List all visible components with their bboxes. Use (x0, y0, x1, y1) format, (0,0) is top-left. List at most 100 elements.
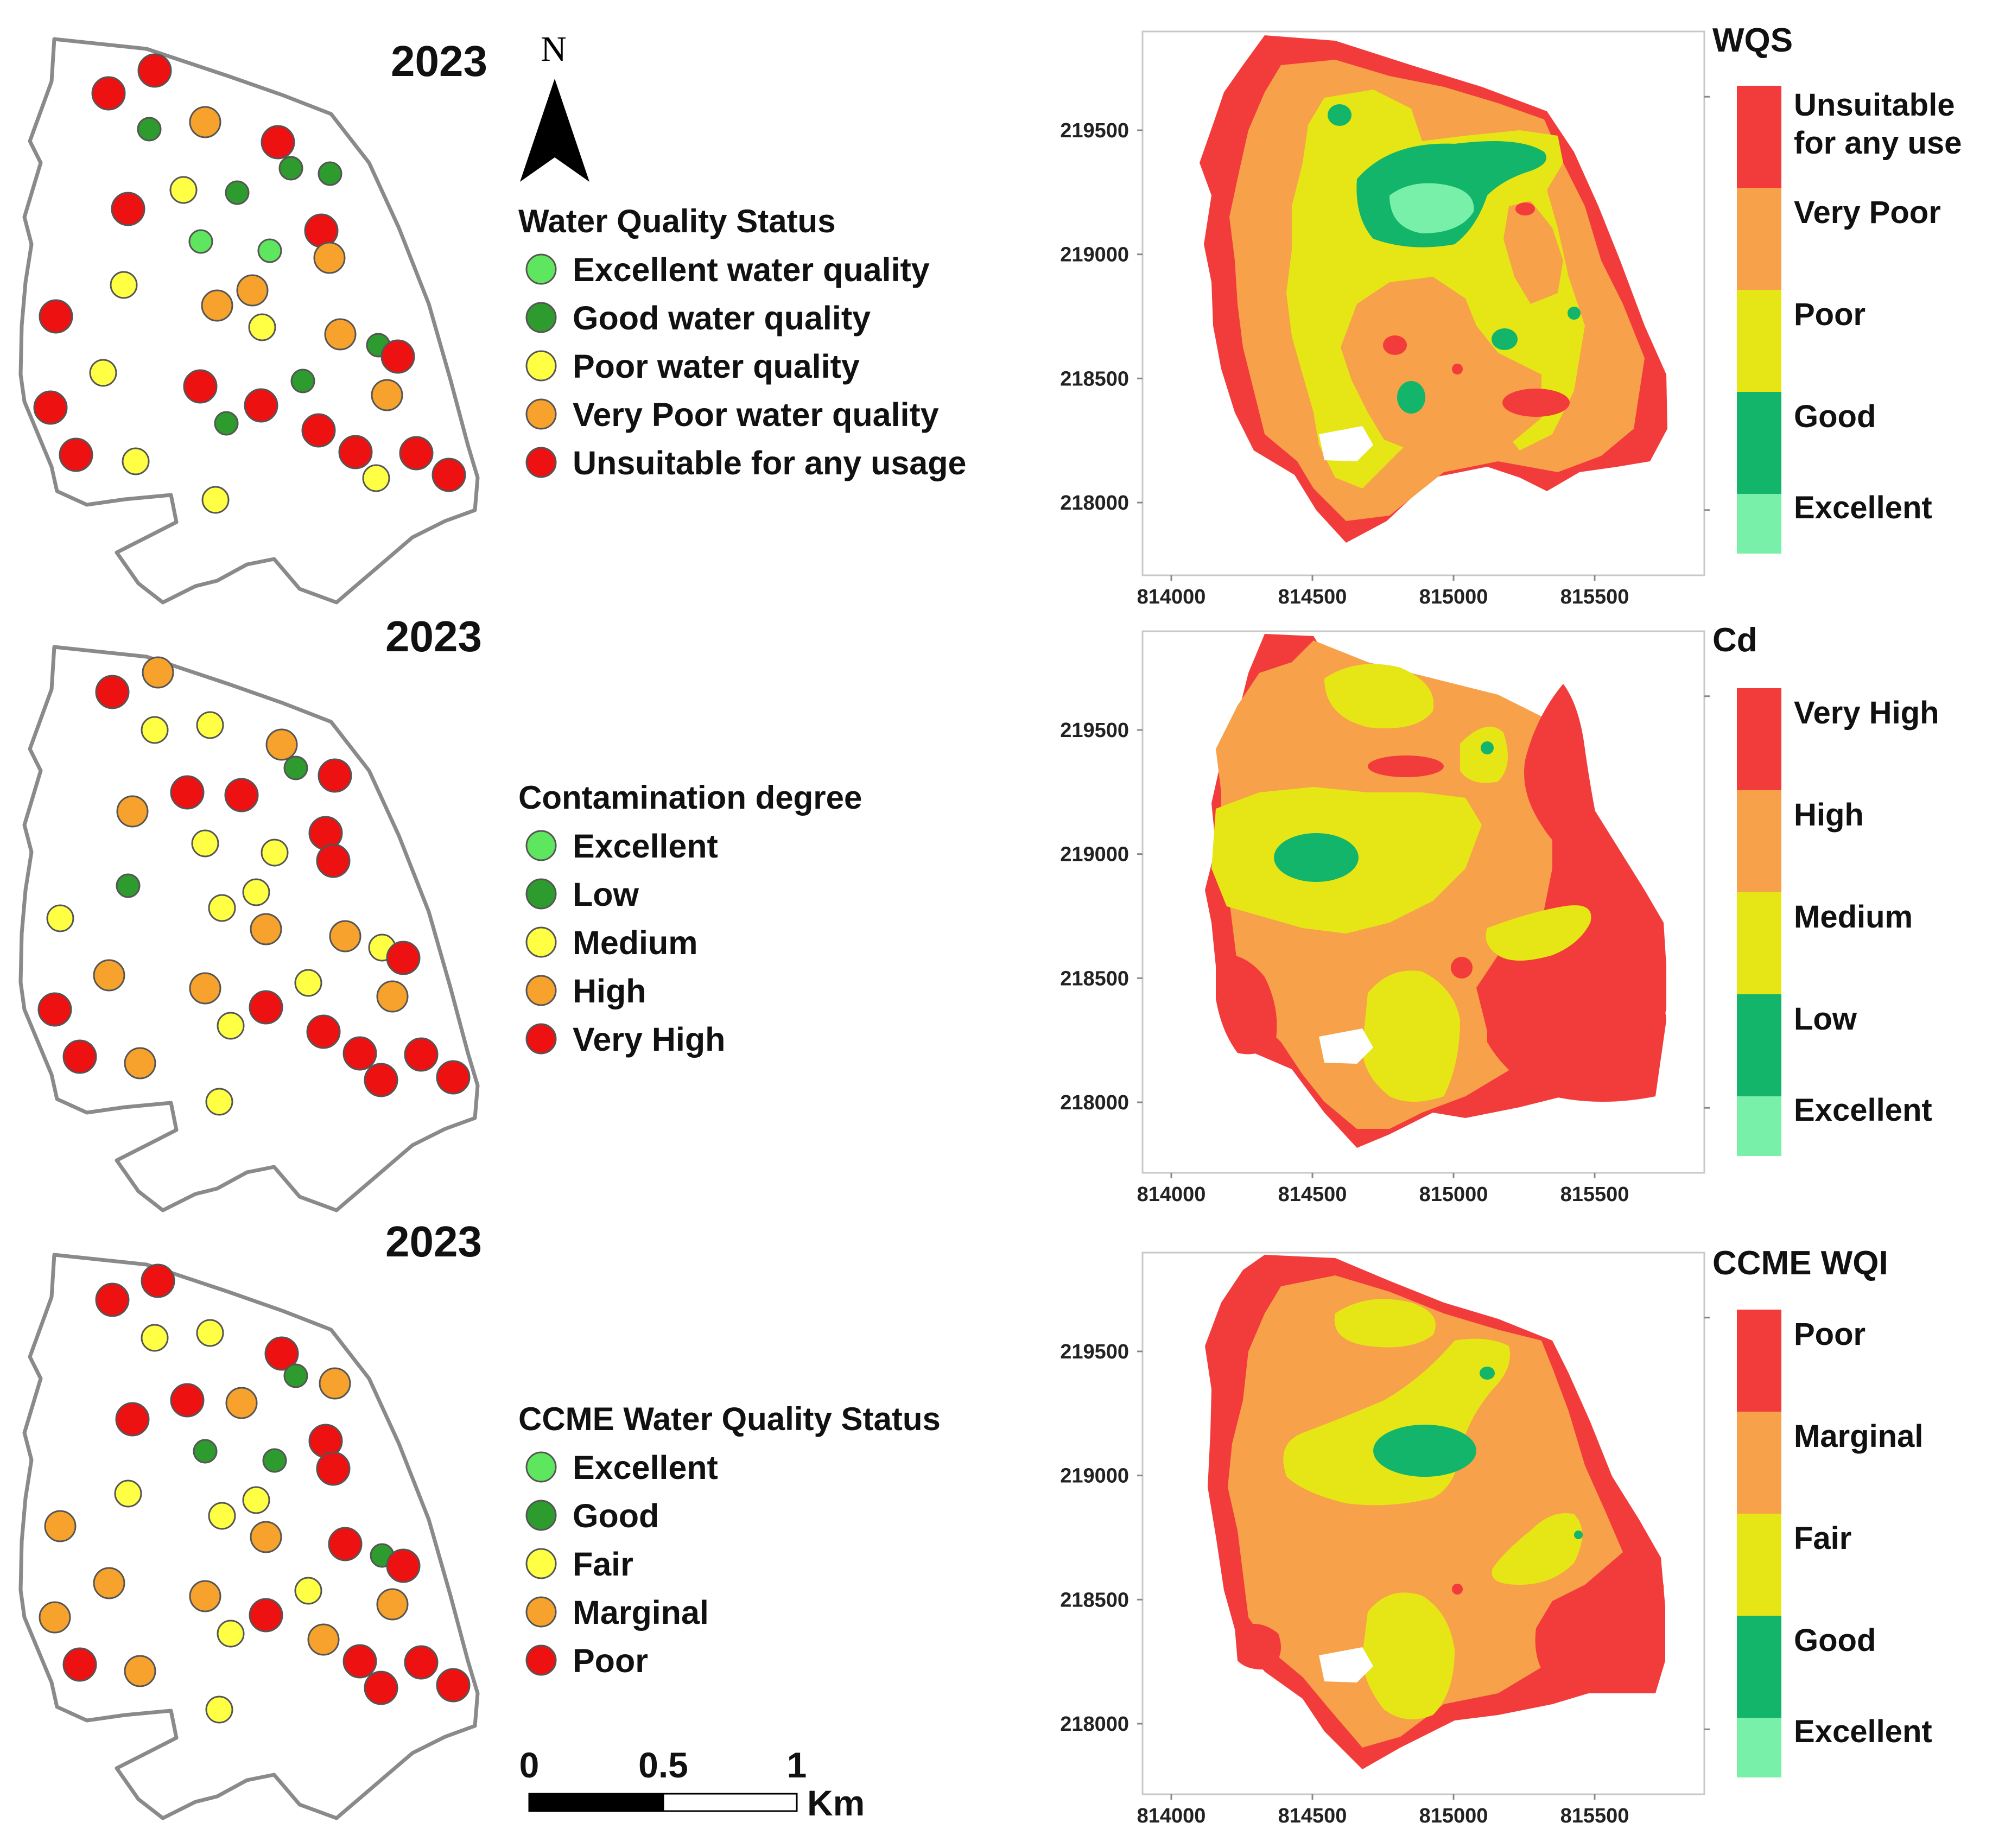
colorbar-label: Medium (1794, 899, 1913, 935)
colorbar-segment (1737, 392, 1781, 494)
colorbar-segment (1737, 494, 1781, 554)
sample-point (436, 1668, 471, 1703)
sample-point (114, 1479, 142, 1508)
legend-label: Poor (573, 1642, 648, 1679)
sample-point (169, 176, 198, 204)
sample-point (59, 437, 93, 472)
colorbar-cd: Very High High Medium Low Excellent (1737, 688, 1939, 1156)
north-arrow: N (520, 29, 589, 182)
colorbar-label: Unsuitable (1794, 87, 1955, 123)
panel-title: Cd (1712, 621, 1757, 659)
sample-point (141, 1263, 175, 1298)
sample-point (404, 1645, 439, 1680)
sample-point (137, 53, 172, 88)
scale-label-0: 0 (519, 1745, 540, 1785)
sample-point (236, 274, 269, 307)
legend-label: Good (573, 1497, 659, 1534)
sample-point (214, 411, 239, 436)
scale-unit: Km (807, 1783, 865, 1823)
scale-segment-white (662, 1793, 798, 1812)
sample-point (304, 213, 339, 248)
point-map-cd: 2023 Contamination degree Excellent Low Me… (21, 612, 862, 1210)
sample-point (46, 904, 74, 932)
y-tick-label: 219500 (1060, 1341, 1129, 1363)
sample-point (116, 795, 149, 828)
sample-point (33, 390, 68, 425)
sample-point (294, 969, 322, 997)
legend-swatch-poor_yellow (525, 926, 557, 958)
sample-point (124, 1655, 156, 1687)
sample-point (170, 775, 205, 810)
sample-point (376, 1588, 409, 1621)
legend-label: Poor water quality (573, 348, 860, 385)
sample-point (196, 711, 224, 739)
legend-label: Marginal (573, 1594, 709, 1631)
colorbar-segment (1737, 994, 1781, 1096)
legend-swatch-excellent (525, 1451, 557, 1483)
colorbar-segment (1737, 790, 1781, 892)
sample-point (264, 1336, 299, 1371)
legend-swatch-excellent (525, 830, 557, 861)
sample-point (193, 1439, 218, 1464)
sample-point (386, 941, 421, 975)
sample-point (62, 1647, 97, 1682)
sample-point (436, 1060, 471, 1095)
sample-point (399, 436, 434, 471)
sample-point (142, 656, 174, 689)
y-tick-label: 219500 (1060, 119, 1129, 142)
sample-point (110, 271, 138, 299)
y-tick-label: 219000 (1060, 244, 1129, 266)
interpolation-map-cd: 814000 814500 815000 815500 219500 219000 2185… (1060, 621, 1939, 1206)
sample-point (283, 1363, 308, 1388)
sample-point (362, 464, 390, 492)
year-label: 2023 (391, 37, 487, 85)
sample-point (225, 1387, 258, 1419)
sample-point (205, 1695, 233, 1724)
sample-point (307, 1623, 340, 1656)
scale-label-1: 1 (787, 1745, 807, 1785)
sample-point (44, 1510, 77, 1542)
legend-swatch-unsuitable (525, 1644, 557, 1676)
sample-point (201, 289, 233, 322)
colorbar-label: Poor (1794, 297, 1866, 332)
sample-point (249, 990, 283, 1025)
sample-point (124, 1047, 156, 1079)
sample-point (265, 728, 298, 761)
sample-point (217, 1012, 245, 1040)
y-tick-label: 218500 (1060, 1589, 1129, 1611)
legend-swatch-very_poor (525, 975, 557, 1006)
colorbar-segment (1737, 1616, 1781, 1718)
colorbar-segment (1737, 688, 1781, 790)
scale-bar: 0 0.5 1 Km (519, 1745, 865, 1823)
sample-point (39, 299, 73, 334)
sample-point (170, 1383, 205, 1418)
north-label: N (541, 29, 567, 69)
sample-point (137, 117, 162, 142)
sample-point (89, 359, 117, 387)
legend-swatch-excellent (525, 253, 557, 285)
sample-point (201, 486, 230, 514)
legend-label: High (573, 973, 646, 1009)
sample-point (95, 675, 130, 709)
x-tick-label: 815500 (1560, 586, 1629, 608)
sample-point (364, 1063, 398, 1097)
sample-point (122, 447, 150, 475)
sample-point (257, 238, 282, 263)
sample-point (242, 1486, 270, 1514)
legend-label: Very High (573, 1021, 725, 1058)
sample-point (376, 980, 409, 1013)
sample-point (328, 1527, 363, 1561)
y-tick-label: 218000 (1060, 1713, 1129, 1736)
legend-swatch-good (525, 878, 557, 910)
legend-ccme-status: CCME Water Quality Status Excellent Good F… (518, 1401, 941, 1679)
legend-label: Fair (573, 1546, 633, 1583)
legend-swatch-unsuitable (525, 1023, 557, 1055)
colorbar-segment (1737, 1412, 1781, 1514)
colorbar-segment (1737, 1718, 1781, 1777)
sample-point (371, 379, 403, 411)
y-tick-label: 218000 (1060, 492, 1129, 515)
x-tick-label: 815000 (1419, 586, 1488, 608)
panel-title: WQS (1712, 22, 1793, 59)
sample-point (342, 1644, 377, 1679)
